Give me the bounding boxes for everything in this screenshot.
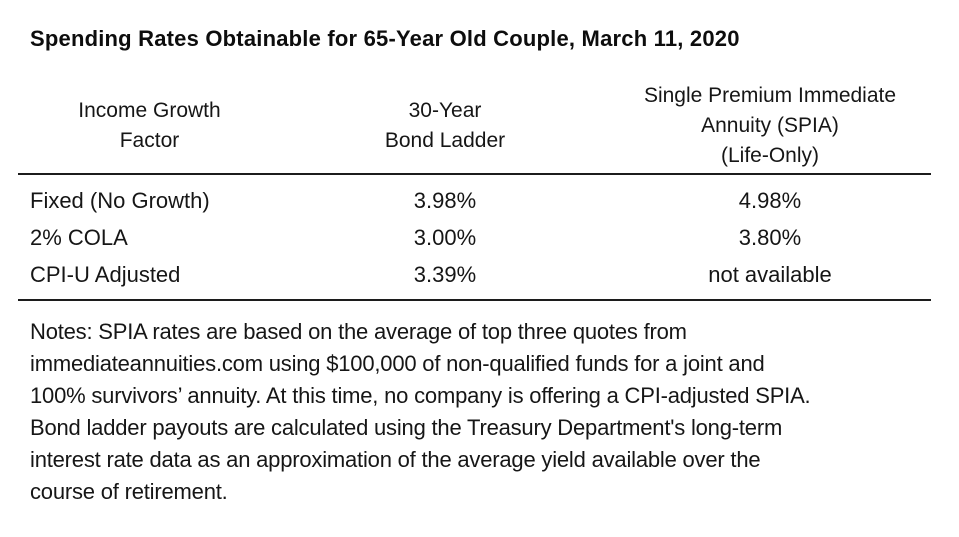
figure-title: Spending Rates Obtainable for 65-Year Ol…	[30, 26, 740, 51]
header-line: (Life-Only)	[720, 143, 820, 167]
header-line: 30-Year	[408, 98, 482, 122]
column-header-spia: Single Premium Immediate Annuity (SPIA) …	[609, 81, 931, 171]
cell-income-growth-factor: Fixed (No Growth)	[30, 187, 210, 213]
cell-income-growth-factor: CPI-U Adjusted	[30, 261, 181, 287]
notes-line: 100% survivors’ annuity. At this time, n…	[30, 383, 811, 408]
table-row-fixed-no-growth: Fixed (No Growth) 3.98% 4.98%	[18, 182, 931, 219]
cell-spia-rate: 4.98%	[738, 187, 802, 213]
table-row-cpi-u-adjusted: CPI-U Adjusted 3.39% not available	[18, 256, 931, 293]
cell-bond-ladder-rate: 3.39%	[413, 261, 477, 287]
cell-spia-rate: 3.80%	[738, 224, 802, 250]
column-header-income-growth-factor: Income Growth Factor	[18, 96, 281, 156]
header-line: Single Premium Immediate	[643, 83, 897, 107]
header-line: Bond Ladder	[384, 128, 506, 152]
cell-bond-ladder-rate: 3.00%	[413, 224, 477, 250]
cell-spia-rate: not available	[708, 261, 832, 287]
cell-bond-ladder-rate: 3.98%	[413, 187, 477, 213]
column-header-bond-ladder: 30-Year Bond Ladder	[281, 96, 609, 156]
notes-line: course of retirement.	[30, 479, 228, 504]
table-header-row: Income Growth Factor 30-Year Bond Ladder…	[18, 78, 931, 175]
table-body: Fixed (No Growth) 3.98% 4.98% 2% COLA 3.…	[18, 175, 931, 301]
header-line: Income Growth	[78, 98, 221, 122]
table-row-2pct-cola: 2% COLA 3.00% 3.80%	[18, 219, 931, 256]
notes-line: immediateannuities.com using $100,000 of…	[30, 351, 765, 376]
header-line: Annuity (SPIA)	[701, 113, 839, 137]
spending-rates-table: Income Growth Factor 30-Year Bond Ladder…	[18, 78, 931, 301]
notes-line: Notes: SPIA rates are based on the avera…	[30, 319, 687, 344]
header-line: Factor	[119, 128, 180, 152]
notes-paragraph: Notes: SPIA rates are based on the avera…	[30, 316, 942, 508]
notes-line: interest rate data as an approximation o…	[30, 447, 761, 472]
notes-line: Bond ladder payouts are calculated using…	[30, 415, 783, 440]
cell-income-growth-factor: 2% COLA	[30, 224, 128, 250]
